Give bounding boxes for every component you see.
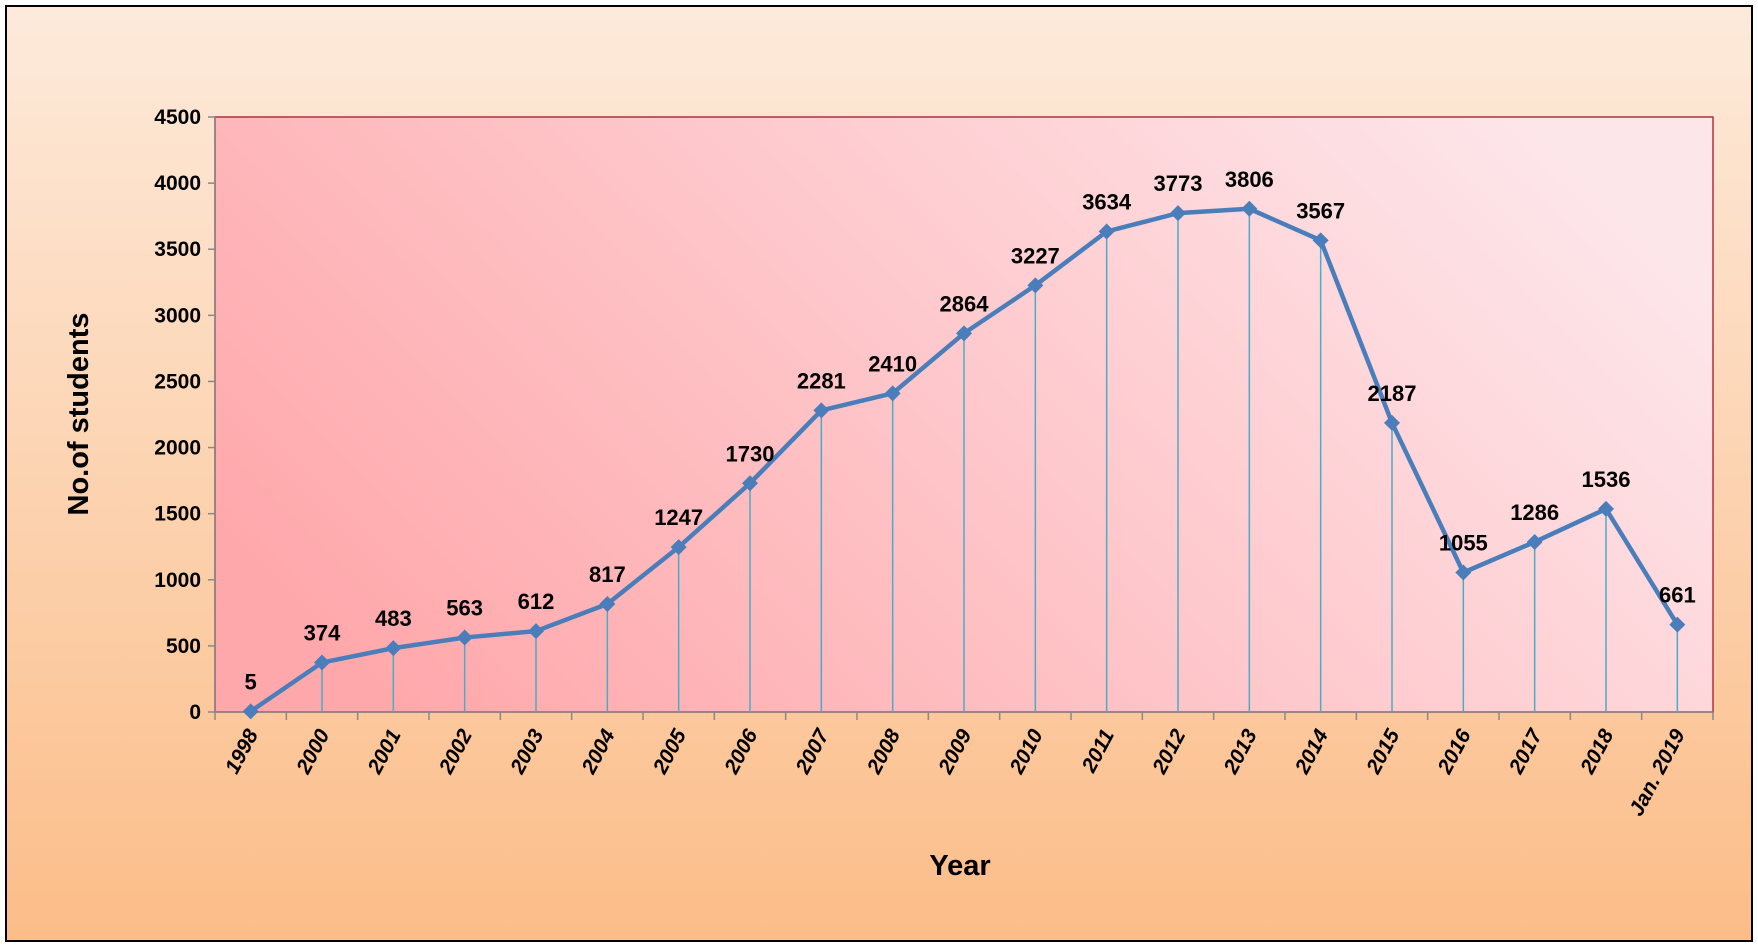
y-tick-label: 1000 <box>154 569 201 592</box>
data-label: 483 <box>375 606 412 631</box>
marker <box>1312 232 1329 249</box>
data-label: 612 <box>518 589 555 614</box>
marker <box>670 539 687 556</box>
y-tick-label: 500 <box>166 635 201 658</box>
marker <box>385 640 402 657</box>
data-label: 563 <box>446 596 483 621</box>
y-tick-label: 0 <box>189 701 201 724</box>
marker <box>599 595 616 612</box>
marker <box>956 325 972 342</box>
data-label: 3634 <box>1082 190 1132 215</box>
marker <box>1669 616 1686 633</box>
marker <box>1598 500 1614 517</box>
data-label: 5 <box>245 669 257 694</box>
data-label: 1247 <box>654 505 703 530</box>
marker <box>742 475 758 492</box>
y-tick-label: 3000 <box>154 304 201 327</box>
marker <box>884 385 901 402</box>
marker <box>1170 205 1186 222</box>
y-tick-label: 4500 <box>154 106 201 129</box>
y-tick-label: 2000 <box>154 437 201 460</box>
data-label: 2281 <box>797 368 846 393</box>
data-label: 2864 <box>940 291 990 316</box>
marker <box>1526 533 1543 550</box>
marker <box>1098 223 1115 240</box>
marker <box>528 623 544 640</box>
data-label: 3806 <box>1225 167 1274 192</box>
y-tick-label: 4000 <box>154 172 201 195</box>
marker <box>813 402 830 419</box>
marker <box>242 703 259 720</box>
y-tick-label: 3500 <box>154 238 201 261</box>
marker <box>456 629 473 646</box>
data-label: 2187 <box>1368 381 1417 406</box>
data-label: 2410 <box>868 351 917 376</box>
data-label: 374 <box>304 621 341 646</box>
data-label: 1286 <box>1510 500 1559 525</box>
y-tick-label: 2500 <box>154 370 201 393</box>
data-label: 1536 <box>1582 467 1631 492</box>
marker <box>1384 414 1400 431</box>
marker <box>1027 277 1044 294</box>
data-label: 3227 <box>1011 243 1060 268</box>
data-label: 3773 <box>1154 171 1203 196</box>
marker <box>314 654 330 671</box>
y-tick-label: 1500 <box>154 503 201 526</box>
data-label: 1055 <box>1439 531 1488 556</box>
marker <box>1241 200 1258 217</box>
y-axis-title: No.of students <box>63 313 95 516</box>
data-label: 817 <box>589 562 626 587</box>
data-label: 3567 <box>1296 198 1345 223</box>
data-label: 661 <box>1659 583 1696 608</box>
marker <box>1455 564 1472 581</box>
data-label: 1730 <box>726 441 775 466</box>
x-axis-title: Year <box>929 850 990 882</box>
